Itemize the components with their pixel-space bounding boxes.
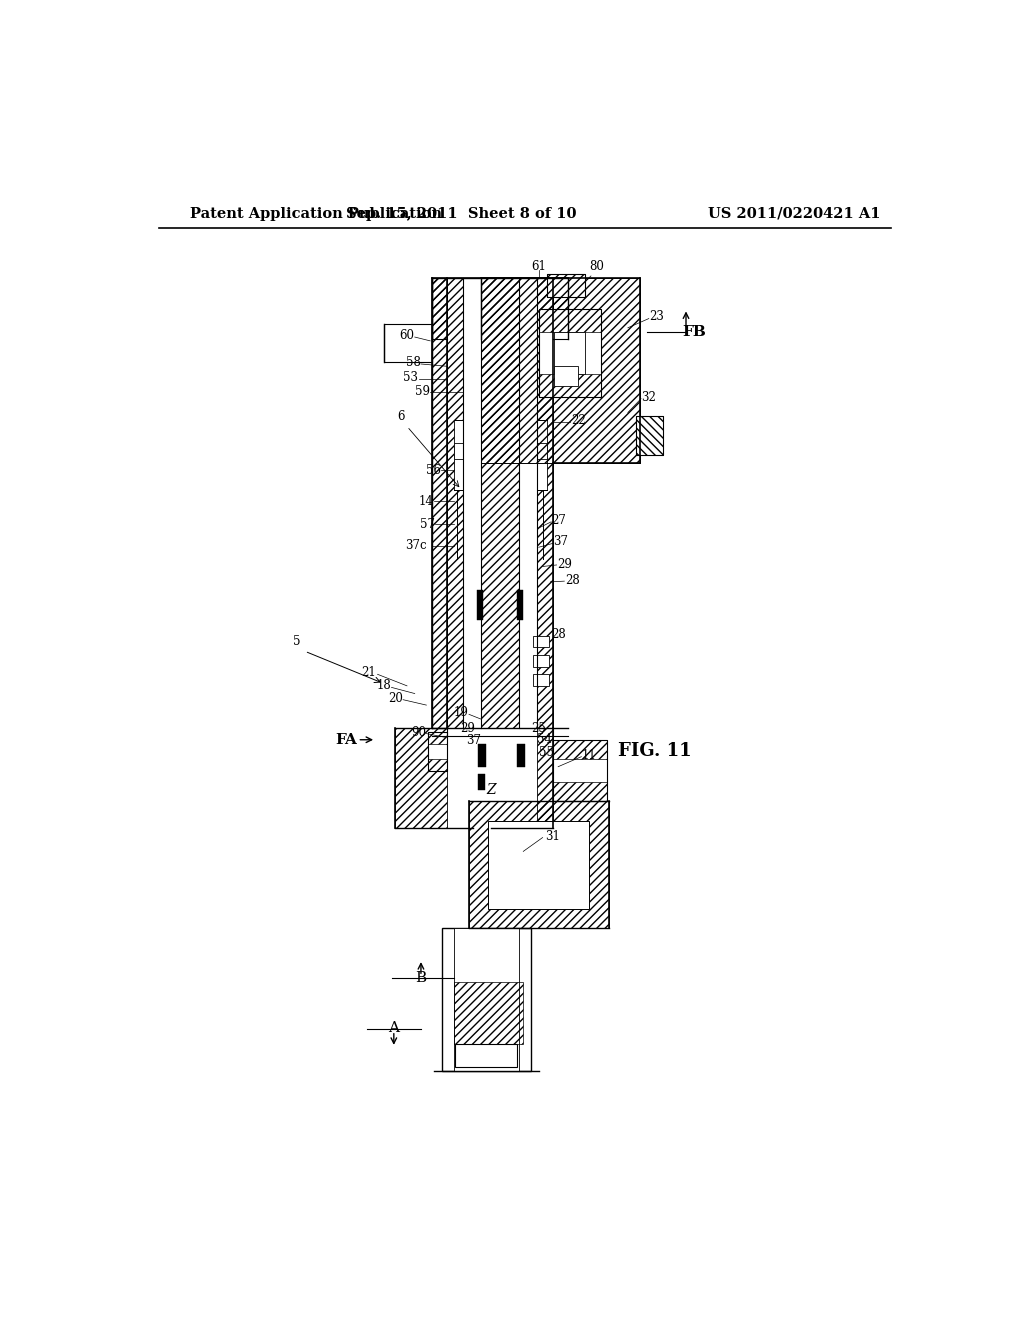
Bar xyxy=(488,821,589,909)
Text: 53: 53 xyxy=(403,371,419,384)
Bar xyxy=(478,775,484,789)
Text: 19: 19 xyxy=(454,706,469,719)
Bar xyxy=(442,928,531,1071)
Bar xyxy=(553,739,607,759)
Bar xyxy=(554,367,578,385)
Bar xyxy=(428,733,447,743)
Text: 54: 54 xyxy=(538,733,553,746)
Bar xyxy=(547,275,586,297)
Text: 61: 61 xyxy=(531,260,546,273)
Text: 56: 56 xyxy=(426,463,441,477)
Bar xyxy=(538,444,547,459)
Bar xyxy=(454,420,463,490)
Text: FA: FA xyxy=(336,733,357,747)
Text: 29: 29 xyxy=(460,722,475,735)
Bar xyxy=(384,323,432,363)
Text: 58: 58 xyxy=(406,356,421,370)
FancyArrowPatch shape xyxy=(587,276,591,280)
Text: 21: 21 xyxy=(360,667,376,680)
Text: 57: 57 xyxy=(420,517,434,531)
Text: 25: 25 xyxy=(531,722,546,735)
Text: 37: 37 xyxy=(553,536,568,548)
Bar xyxy=(553,739,607,801)
Bar xyxy=(480,277,519,729)
Text: 60: 60 xyxy=(399,329,415,342)
Text: 32: 32 xyxy=(641,391,656,404)
Text: 55: 55 xyxy=(539,746,554,759)
Text: 31: 31 xyxy=(545,829,560,842)
Text: 20: 20 xyxy=(388,693,402,705)
Bar xyxy=(478,743,486,767)
Bar xyxy=(547,275,586,297)
Text: 28: 28 xyxy=(552,628,566,640)
Bar xyxy=(519,277,538,729)
Bar xyxy=(517,743,524,767)
Bar xyxy=(539,309,601,331)
Text: FIG. 11: FIG. 11 xyxy=(618,742,692,760)
Bar xyxy=(534,636,549,647)
Bar xyxy=(477,590,483,620)
Bar xyxy=(538,277,553,729)
Text: 27: 27 xyxy=(552,513,566,527)
Text: US 2011/0220421 A1: US 2011/0220421 A1 xyxy=(709,207,881,220)
Text: Sep. 15, 2011  Sheet 8 of 10: Sep. 15, 2011 Sheet 8 of 10 xyxy=(346,207,577,220)
Bar xyxy=(553,781,607,801)
Bar xyxy=(447,277,463,729)
Text: 18: 18 xyxy=(377,680,391,693)
Text: 23: 23 xyxy=(649,310,664,323)
Text: 6: 6 xyxy=(397,409,404,422)
Bar xyxy=(539,309,601,397)
Text: 11: 11 xyxy=(582,748,597,762)
Bar xyxy=(480,277,640,462)
Bar xyxy=(636,416,663,455)
Bar xyxy=(454,928,519,1071)
Bar xyxy=(553,277,568,339)
Bar xyxy=(395,729,447,829)
Bar xyxy=(454,982,523,1044)
Text: 22: 22 xyxy=(571,413,587,426)
Bar xyxy=(428,733,447,771)
Text: 80: 80 xyxy=(590,260,604,273)
Bar xyxy=(554,331,586,374)
Bar xyxy=(428,759,447,771)
Text: 28: 28 xyxy=(564,574,580,587)
Text: Patent Application Publication: Patent Application Publication xyxy=(190,207,442,220)
Bar xyxy=(454,444,463,459)
Bar xyxy=(539,374,601,397)
Text: 14: 14 xyxy=(419,495,434,508)
Bar xyxy=(432,277,447,339)
Bar xyxy=(534,655,549,667)
Text: Z: Z xyxy=(485,783,496,797)
Text: 37c: 37c xyxy=(406,539,427,552)
Bar xyxy=(517,590,523,620)
Bar xyxy=(636,416,663,455)
Text: 5: 5 xyxy=(293,635,301,648)
Text: 90: 90 xyxy=(411,726,426,739)
Text: B: B xyxy=(416,972,427,986)
Text: 37: 37 xyxy=(466,734,481,747)
Bar xyxy=(455,1044,517,1067)
Bar xyxy=(469,801,608,928)
Bar xyxy=(534,675,549,686)
Text: A: A xyxy=(388,1022,399,1035)
Text: 29: 29 xyxy=(557,557,571,570)
Bar xyxy=(432,277,447,729)
Bar xyxy=(463,277,480,729)
Text: FB: FB xyxy=(682,325,706,339)
Text: 59: 59 xyxy=(415,385,430,399)
Bar xyxy=(538,420,547,490)
Bar xyxy=(538,729,553,829)
